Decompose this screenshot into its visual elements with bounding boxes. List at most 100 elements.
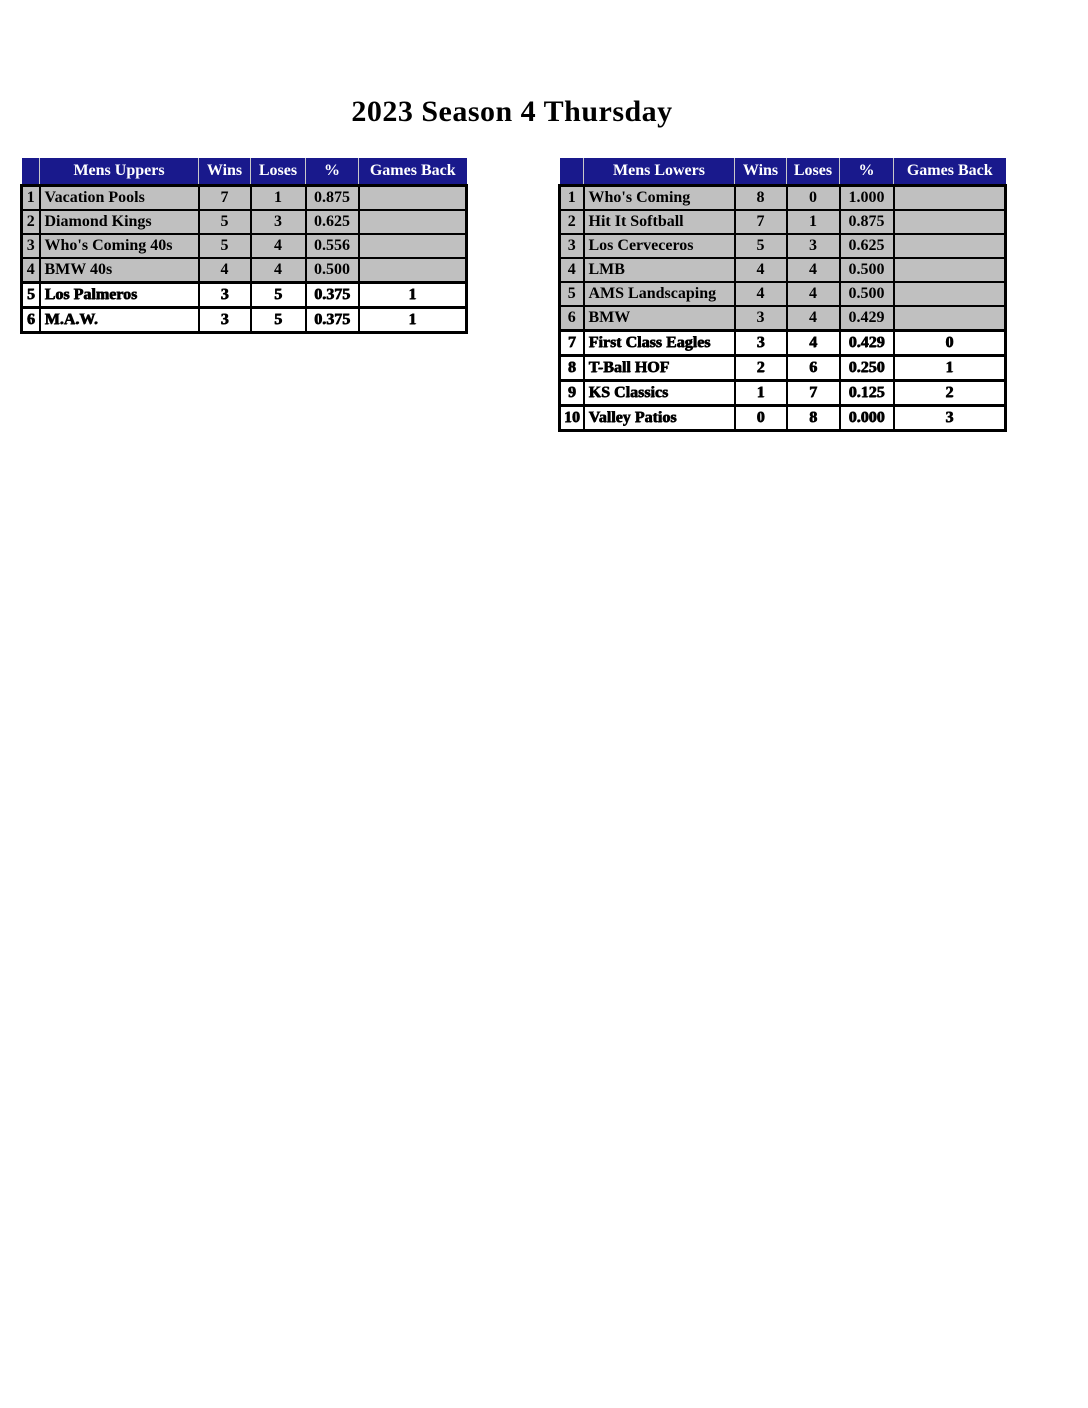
table-row: 10 Valley Patios 0 8 0.000 3 — [558, 404, 1007, 432]
games-back-cell: 3 — [892, 404, 1007, 432]
table-row: 9 KS Classics 1 7 0.125 2 — [558, 379, 1007, 407]
mens-lowers-standings-table: Mens Lowers Wins Loses % Games Back 1 Who… — [558, 158, 1007, 432]
team-name-cell: M.A.W. — [38, 306, 200, 334]
wins-cell: 5 — [733, 233, 788, 259]
wins-cell: 3 — [733, 329, 788, 357]
team-name-cell: Who's Coming 40s — [38, 233, 200, 259]
table-row: 4 LMB 4 4 0.500 — [558, 257, 1007, 283]
games-back-cell — [892, 233, 1007, 259]
table-row: 5 Los Palmeros 3 5 0.375 1 — [20, 281, 468, 309]
pct-cell: 0.375 — [304, 306, 360, 334]
rank-column-header — [21, 158, 40, 186]
rank-cell: 3 — [20, 233, 41, 259]
pct-cell: 0.500 — [838, 257, 895, 283]
wins-cell: 8 — [733, 184, 788, 211]
table-row: 7 First Class Eagles 3 4 0.429 0 — [558, 329, 1007, 357]
team-name-cell: T-Ball HOF — [582, 354, 736, 382]
team-name-cell: AMS Landscaping — [582, 281, 736, 307]
loses-cell: 6 — [785, 354, 841, 382]
pct-cell: 0.500 — [304, 257, 360, 284]
rank-column-header — [559, 158, 584, 186]
pct-cell: 0.250 — [838, 354, 895, 382]
pct-cell: 0.000 — [838, 404, 895, 432]
team-name-cell: Hit It Softball — [582, 209, 736, 235]
pct-cell: 0.429 — [838, 305, 895, 332]
team-name-cell: Who's Coming — [582, 184, 736, 211]
wins-column-header: Wins — [734, 158, 787, 186]
loses-column-header: Loses — [250, 158, 306, 186]
rank-cell: 2 — [20, 209, 41, 235]
wins-cell: 5 — [197, 209, 252, 235]
team-name-cell: Diamond Kings — [38, 209, 200, 235]
wins-cell: 5 — [197, 233, 252, 259]
pct-cell: 0.429 — [838, 329, 895, 357]
loses-cell: 1 — [249, 184, 307, 211]
wins-cell: 1 — [733, 379, 788, 407]
page-title: 2023 Season 4 Thursday — [351, 95, 673, 128]
pct-cell: 0.556 — [304, 233, 360, 259]
team-name-cell: BMW 40s — [38, 257, 200, 284]
team-name-cell: LMB — [582, 257, 736, 283]
loses-cell: 4 — [785, 305, 841, 332]
games-back-cell — [892, 257, 1007, 283]
rank-cell: 6 — [558, 305, 585, 332]
team-name-cell: Los Cerveceros — [582, 233, 736, 259]
loses-cell: 4 — [249, 257, 307, 284]
pct-cell: 0.875 — [304, 184, 360, 211]
team-name-cell: Los Palmeros — [38, 281, 200, 309]
pct-cell: 0.125 — [838, 379, 895, 407]
rank-cell: 2 — [558, 209, 585, 235]
table-row: 3 Who's Coming 40s 5 4 0.556 — [20, 233, 468, 259]
pct-cell: 0.625 — [304, 209, 360, 235]
mens-uppers-standings-table: Mens Uppers Wins Loses % Games Back 1 Vac… — [20, 158, 468, 334]
team-name-cell: Vacation Pools — [38, 184, 200, 211]
table-row: 2 Hit It Softball 7 1 0.875 — [558, 209, 1007, 235]
rank-cell: 9 — [558, 379, 585, 407]
games-back-cell — [357, 209, 468, 235]
loses-column-header: Loses — [786, 158, 840, 186]
rank-cell: 10 — [558, 404, 585, 432]
table-row: 1 Vacation Pools 7 1 0.875 — [20, 184, 468, 211]
wins-cell: 2 — [733, 354, 788, 382]
wins-cell: 7 — [197, 184, 252, 211]
wins-cell: 4 — [733, 257, 788, 283]
games-back-cell: 2 — [892, 379, 1007, 407]
table-row: 6 M.A.W. 3 5 0.375 1 — [20, 306, 468, 334]
table-row: 6 BMW 3 4 0.429 — [558, 305, 1007, 332]
league-name-header: Mens Lowers — [583, 158, 735, 186]
rank-cell: 5 — [20, 281, 41, 309]
loses-cell: 8 — [785, 404, 841, 432]
team-name-cell: BMW — [582, 305, 736, 332]
loses-cell: 5 — [249, 281, 307, 309]
loses-cell: 4 — [785, 257, 841, 283]
table-row: 1 Who's Coming 8 0 1.000 — [558, 184, 1007, 211]
games-back-column-header: Games Back — [893, 158, 1006, 186]
wins-cell: 3 — [197, 281, 252, 309]
table-row: 3 Los Cerveceros 5 3 0.625 — [558, 233, 1007, 259]
loses-cell: 7 — [785, 379, 841, 407]
team-name-cell: KS Classics — [582, 379, 736, 407]
wins-cell: 3 — [733, 305, 788, 332]
pct-column-header: % — [305, 158, 359, 186]
games-back-cell — [892, 281, 1007, 307]
pct-cell: 0.375 — [304, 281, 360, 309]
loses-cell: 3 — [785, 233, 841, 259]
team-name-cell: Valley Patios — [582, 404, 736, 432]
loses-cell: 4 — [249, 233, 307, 259]
rank-cell: 8 — [558, 354, 585, 382]
wins-cell: 4 — [733, 281, 788, 307]
games-back-cell — [892, 209, 1007, 235]
loses-cell: 4 — [785, 281, 841, 307]
games-back-cell — [357, 233, 468, 259]
rank-cell: 5 — [558, 281, 585, 307]
pct-cell: 1.000 — [838, 184, 895, 211]
header-row: Mens Uppers Wins Loses % Games Back — [21, 158, 467, 186]
table-row: 8 T-Ball HOF 2 6 0.250 1 — [558, 354, 1007, 382]
wins-cell: 4 — [197, 257, 252, 284]
games-back-cell: 1 — [357, 281, 468, 309]
games-back-cell — [357, 184, 468, 211]
loses-cell: 5 — [249, 306, 307, 334]
loses-cell: 1 — [785, 209, 841, 235]
rank-cell: 1 — [558, 184, 585, 211]
table-row: 5 AMS Landscaping 4 4 0.500 — [558, 281, 1007, 307]
